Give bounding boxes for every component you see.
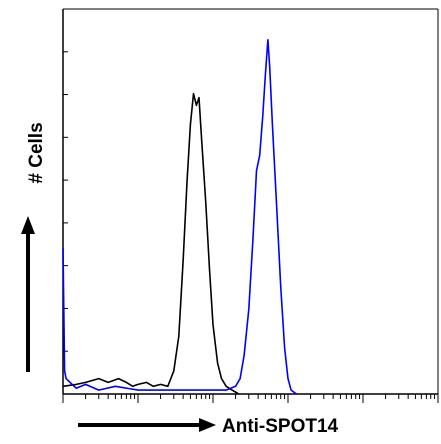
plot-frame: [62, 8, 439, 395]
histogram-series-1: [62, 92, 240, 395]
x-axis-arrow-head: [199, 418, 216, 432]
y-axis-arrow-head: [21, 216, 35, 234]
y-axis-title: # Cells: [26, 122, 47, 183]
y-axis-title-group: # Cells: [21, 122, 47, 372]
tick-marks: [62, 8, 439, 403]
x-axis-title: Anti-SPOT14: [222, 416, 339, 437]
series-group: [62, 38, 297, 395]
histogram-series-2: [62, 38, 297, 395]
x-axis-title-group: Anti-SPOT14: [78, 416, 339, 437]
